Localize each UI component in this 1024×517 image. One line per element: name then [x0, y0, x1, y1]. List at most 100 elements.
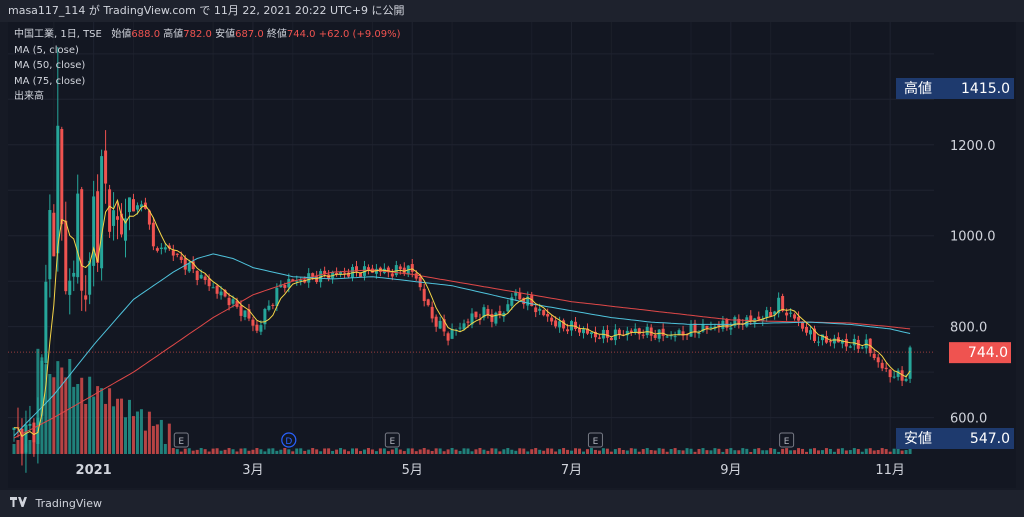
candle-body — [462, 323, 466, 330]
volume-bar — [315, 449, 319, 454]
legend-ma75[interactable]: MA (75, close) — [14, 75, 86, 87]
volume-bar — [458, 450, 462, 454]
price-chart[interactable]: E D E E E 600.0 800.0 1000.0 1200.0 2021 3月 5月 7月 9月 1… — [8, 22, 1016, 488]
x-tick-label: 9月 — [720, 463, 741, 478]
tradingview-logo-icon[interactable] — [10, 490, 28, 517]
volume-bar — [546, 448, 550, 454]
candle-body — [494, 312, 498, 324]
candle-body — [785, 312, 789, 316]
volume-bar — [582, 451, 586, 454]
volume-bar — [621, 449, 625, 454]
candle-body — [625, 330, 629, 336]
candle-body — [215, 285, 219, 294]
volume-bar — [848, 450, 852, 454]
volume-bar — [358, 451, 362, 454]
volume-bar — [112, 406, 116, 454]
candle-body — [486, 308, 490, 316]
candle-body — [414, 273, 418, 279]
event-marker-frame[interactable] — [384, 432, 400, 448]
volume-bar — [514, 450, 518, 454]
event-marker[interactable]: E — [178, 437, 184, 447]
volume-bar — [151, 425, 155, 454]
candle-body — [351, 266, 355, 278]
candle-body — [809, 330, 813, 335]
volume-bar — [534, 448, 538, 454]
candle-body — [844, 339, 848, 347]
volume-bar — [382, 448, 386, 454]
volume-bar — [251, 449, 255, 454]
candle-body — [295, 280, 299, 282]
volume-bar — [307, 449, 311, 454]
candle-body — [271, 304, 275, 306]
volume-bar — [247, 450, 251, 454]
candle-body — [251, 319, 255, 326]
candle-body — [816, 341, 820, 343]
footer-brand[interactable]: TradingView — [35, 497, 102, 510]
candle-body — [28, 423, 32, 426]
event-marker-frame[interactable] — [281, 432, 297, 448]
volume-bar — [498, 451, 502, 454]
event-marker[interactable]: E — [389, 437, 395, 447]
volume-bar — [442, 451, 446, 454]
volume-bar — [291, 451, 295, 454]
volume-bar — [215, 448, 219, 454]
candle-body — [884, 367, 888, 370]
volume-bar — [765, 450, 769, 454]
candle-body — [566, 329, 570, 332]
candle-body — [139, 204, 143, 208]
legend-open-value: 688.0 — [131, 29, 161, 40]
volume-bar — [207, 451, 211, 454]
candle-body — [167, 245, 171, 249]
volume-bar — [737, 450, 741, 454]
candle-body — [789, 312, 793, 314]
candle-body — [872, 353, 876, 359]
volume-bar — [490, 448, 494, 454]
event-marker-frame[interactable] — [587, 432, 603, 448]
candle-body — [223, 290, 227, 297]
candle-body — [84, 295, 88, 300]
volume-bar — [255, 448, 259, 454]
candle-body — [52, 212, 56, 257]
volume-bar — [709, 450, 713, 454]
volume-bar — [76, 384, 80, 454]
candle-body — [366, 267, 370, 270]
x-tick-label: 11月 — [875, 463, 905, 478]
volume-bar — [374, 451, 378, 454]
volume-bar — [303, 450, 307, 454]
volume-bar — [323, 448, 327, 454]
volume-bar — [267, 448, 271, 454]
legend-ma5[interactable]: MA (5, close) — [14, 44, 79, 56]
candle-body — [80, 189, 84, 291]
legend-volume[interactable]: 出来高 — [14, 91, 44, 102]
candle-body — [291, 279, 295, 282]
candle-body — [637, 328, 641, 335]
event-marker[interactable]: E — [593, 437, 599, 447]
volume-bar — [550, 448, 554, 454]
volume-bar — [283, 448, 287, 454]
ma5-line — [13, 198, 911, 438]
event-marker-frame[interactable] — [173, 432, 189, 448]
volume-bar — [486, 450, 490, 454]
volume-bar — [601, 448, 605, 454]
x-tick-label: 3月 — [242, 463, 263, 478]
candle-body — [880, 362, 884, 369]
legend-low-value: 687.0 — [235, 29, 264, 40]
candle-body — [506, 304, 510, 312]
volume-bar — [733, 450, 737, 454]
event-marker-frame[interactable] — [779, 432, 795, 448]
candle-body — [550, 317, 554, 322]
volume-bar — [494, 448, 498, 454]
volume-bar — [343, 449, 347, 454]
y-tick-label: 800.0 — [950, 321, 987, 336]
candle-body — [538, 308, 542, 311]
legend-ma50[interactable]: MA (50, close) — [14, 60, 86, 71]
candle-body — [40, 360, 44, 416]
event-marker[interactable]: E — [784, 437, 790, 447]
candle-body — [32, 422, 36, 443]
candle-body — [422, 288, 426, 302]
candle-body — [187, 263, 191, 272]
event-marker[interactable]: D — [285, 437, 292, 447]
candle-body — [502, 312, 506, 317]
chart-area[interactable]: E D E E E 600.0 800.0 1000.0 1200.0 2021 3月 5月 7月 9月 1… — [8, 22, 1016, 488]
candle-body — [56, 125, 60, 254]
